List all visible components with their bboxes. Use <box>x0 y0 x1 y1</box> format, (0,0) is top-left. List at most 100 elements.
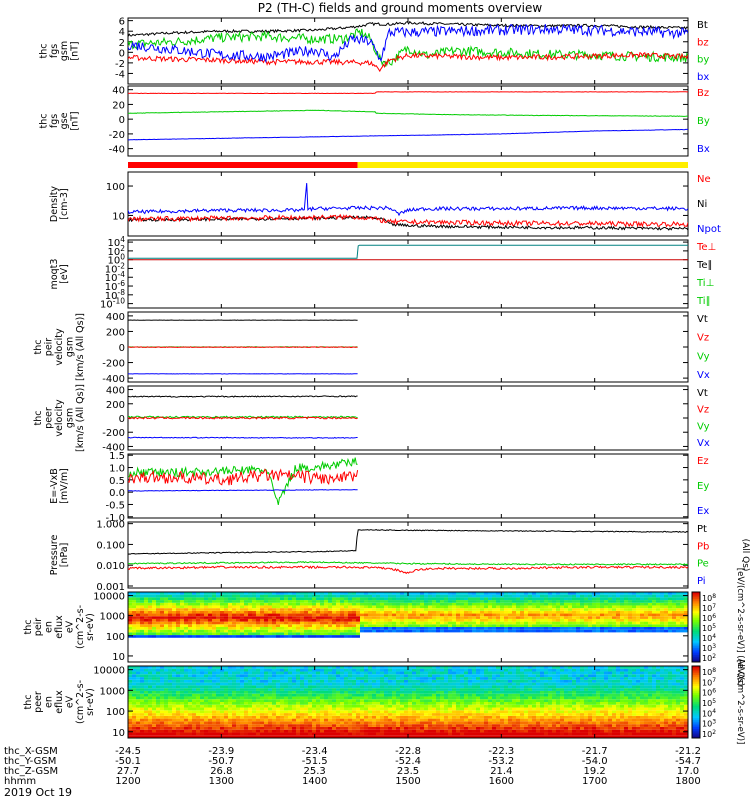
spectrogram-cell <box>200 629 204 633</box>
spectrogram-cell <box>424 699 428 702</box>
spectrogram-cell <box>132 666 136 669</box>
spectrogram-cell <box>488 710 492 714</box>
spectrogram-cell <box>168 674 172 678</box>
spectrogram-cell <box>152 632 156 636</box>
spectrogram-cell <box>536 613 540 617</box>
spectrogram-cell <box>152 724 156 727</box>
spectrogram-cell <box>256 718 260 722</box>
spectrogram-cell <box>316 688 320 691</box>
spectrogram-cell <box>160 592 164 595</box>
spectrogram-cell <box>448 715 452 719</box>
spectrogram-cell <box>396 682 400 686</box>
spectrogram-cell <box>388 677 392 680</box>
spectrogram-cell <box>364 696 368 700</box>
spectrogram-cell <box>208 702 212 705</box>
spectrogram-cell <box>136 677 140 680</box>
spectrogram-cell <box>576 608 580 611</box>
spectrogram-cell <box>236 627 240 630</box>
spectrogram-cell <box>208 600 212 603</box>
spectrogram-cell <box>352 600 356 603</box>
spectrogram-cell <box>608 624 612 627</box>
spectrogram-cell <box>276 613 280 617</box>
spectrogram-cell <box>576 624 580 627</box>
series-line <box>128 468 359 486</box>
spectrogram-cell <box>292 610 296 614</box>
spectrogram-cell <box>680 594 684 598</box>
spectrogram-cell <box>376 713 380 716</box>
spectrogram-cell <box>436 696 440 700</box>
spectrogram-cell <box>420 696 424 700</box>
spectrogram-cell <box>132 671 136 675</box>
spectrogram-cell <box>288 693 292 697</box>
spectrogram-cell <box>188 635 192 638</box>
spectrogram-cell <box>608 627 612 630</box>
spectrogram-cell <box>420 699 424 702</box>
spectrogram-cell <box>364 721 368 725</box>
spectrogram-cell <box>264 592 268 595</box>
spectrogram-cell <box>220 735 224 738</box>
spectrogram-cell <box>408 735 412 738</box>
spectrogram-cell <box>204 627 208 630</box>
spectrogram-cell <box>316 721 320 725</box>
spectrogram-cell <box>456 621 460 625</box>
spectrogram-cell <box>368 715 372 719</box>
spectrogram-cell <box>264 635 268 638</box>
spectrogram-cell <box>172 624 176 627</box>
y-tick-label: 20 <box>112 100 125 111</box>
spectrogram-cell <box>444 696 448 700</box>
spectrogram-cell <box>380 666 384 669</box>
spectrogram-cell <box>648 592 652 595</box>
spectrogram-cell <box>252 594 256 598</box>
spectrogram-cell <box>320 600 324 603</box>
spectrogram-cell <box>456 699 460 702</box>
spectrogram-cell <box>232 685 236 689</box>
spectrogram-cell <box>136 594 140 598</box>
spectrogram-cell <box>504 602 508 606</box>
series-line <box>128 529 688 555</box>
spectrogram-cell <box>292 618 296 622</box>
spectrogram-cell <box>368 674 372 678</box>
spectrogram-cell <box>308 627 312 630</box>
spectrogram-cell <box>132 735 136 738</box>
spectrogram-cell <box>208 608 212 611</box>
spectrogram-cell <box>320 707 324 711</box>
spectrogram-cell <box>400 710 404 714</box>
y-axis-label: Pressure[nPa] <box>49 535 70 576</box>
spectrogram-cell <box>240 592 244 595</box>
spectrogram-cell <box>204 690 208 694</box>
spectrogram-cell <box>600 592 604 595</box>
spectrogram-cell <box>156 602 160 606</box>
spectrogram-cell <box>384 679 388 683</box>
spectrogram-cell <box>596 627 600 630</box>
spectrogram-cell <box>312 699 316 702</box>
spectrogram-cell <box>180 592 184 595</box>
spectrogram-cell <box>136 610 140 614</box>
spectrogram-cell <box>520 605 524 609</box>
spectrogram-cell <box>448 704 452 708</box>
spectrogram-cell <box>188 718 192 722</box>
spectrogram-cell <box>440 724 444 727</box>
spectrogram-cell <box>448 629 452 633</box>
spectrogram-cell <box>364 710 368 714</box>
spectrogram-cell <box>164 679 168 683</box>
spectrogram-cell <box>404 613 408 617</box>
spectrogram-cell <box>160 671 164 675</box>
spectrogram-cell <box>300 715 304 719</box>
spectrogram-cell <box>136 624 140 627</box>
spectrogram-cell <box>616 618 620 622</box>
spectrogram-cell <box>396 702 400 705</box>
spectrogram-cell <box>400 713 404 716</box>
spectrogram-cell <box>664 613 668 617</box>
spectrogram-cell <box>236 666 240 669</box>
spectrogram-cell <box>168 668 172 672</box>
spectrogram-cell <box>376 600 380 603</box>
spectrogram-cell <box>248 613 252 617</box>
spectrogram-cell <box>588 629 592 633</box>
spectrogram-cell <box>376 621 380 625</box>
spectrogram-cell <box>184 726 188 730</box>
spectrogram-cell <box>448 618 452 622</box>
spectrogram-cell <box>472 682 476 686</box>
spectrogram-cell <box>348 726 352 730</box>
spectrogram-cell <box>464 690 468 694</box>
spectrogram-cell <box>208 674 212 678</box>
